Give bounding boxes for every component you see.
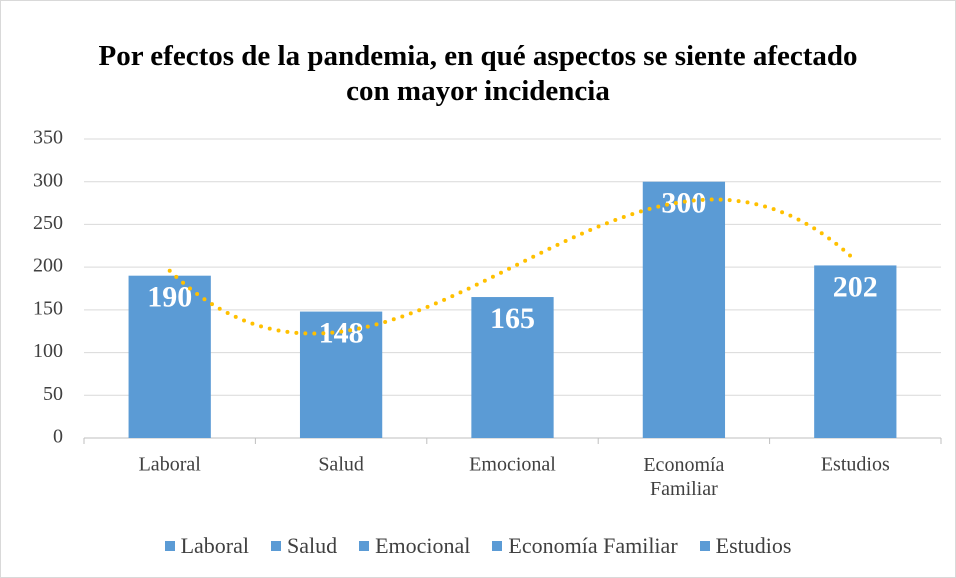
- x-tick-label: Economía Familiar: [643, 454, 724, 500]
- y-tick-label: 200: [33, 255, 63, 277]
- y-tick-label: 300: [33, 169, 63, 191]
- legend-item: Emocional: [359, 533, 470, 559]
- legend-item: Salud: [270, 533, 338, 559]
- legend-label: Emocional: [375, 533, 471, 558]
- legend-swatch: [359, 541, 370, 551]
- legend-swatch: [699, 541, 710, 551]
- bar: [642, 181, 726, 438]
- legend-item: Estudios: [699, 533, 792, 559]
- data-label: 190: [147, 281, 192, 314]
- legend-label: Laboral: [180, 533, 249, 558]
- legend-label: Salud: [286, 533, 338, 558]
- bar: [471, 297, 554, 438]
- chart-title: Por efectos de la pandemia, en qué aspec…: [98, 40, 858, 107]
- y-tick-label: 100: [33, 340, 63, 362]
- bar: [814, 265, 897, 438]
- x-tick-label: Laboral: [139, 454, 202, 476]
- y-tick-label: 0: [53, 426, 63, 448]
- y-tick-label: 150: [33, 297, 63, 319]
- y-tick-label: 50: [43, 383, 63, 405]
- legend-item: Economía Familiar: [492, 533, 678, 559]
- x-tick-label: Emocional: [469, 454, 556, 476]
- y-tick-label: 250: [33, 212, 63, 234]
- data-label: 165: [490, 302, 535, 335]
- legend: Laboral Salud Emocional Economía Familiar Es…: [1, 533, 955, 559]
- legend-swatch: [270, 541, 281, 551]
- legend-label: Economía Familiar: [508, 533, 678, 558]
- y-tick-label: 350: [33, 127, 63, 149]
- x-tick-label: Salud: [318, 454, 364, 476]
- bar: [128, 275, 211, 438]
- data-label: 202: [833, 270, 878, 303]
- legend-swatch: [492, 541, 503, 551]
- legend-label: Estudios: [715, 533, 792, 558]
- x-tick-label: Estudios: [821, 454, 890, 476]
- legend-item: Laboral: [164, 533, 249, 559]
- legend-swatch: [164, 541, 175, 551]
